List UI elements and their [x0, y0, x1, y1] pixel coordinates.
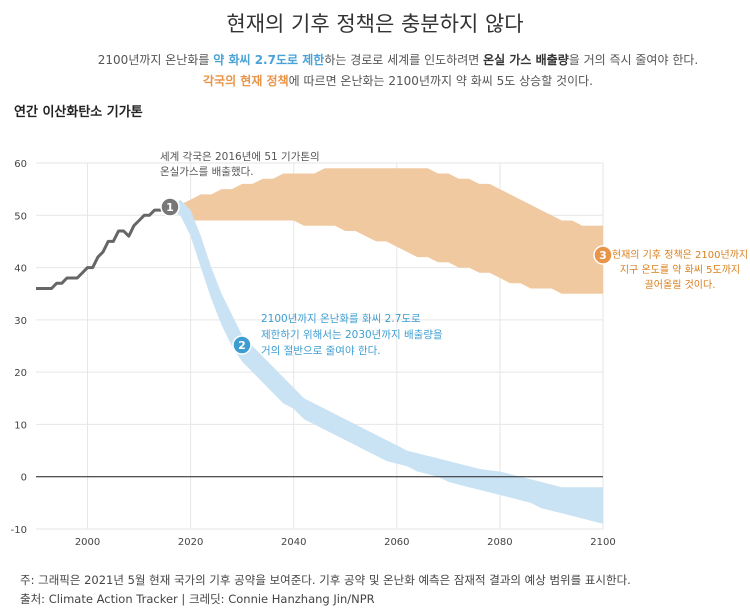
annotation-number: 2 [238, 339, 246, 352]
x-tick-label: 2060 [384, 537, 409, 548]
annotation-marker-3 [593, 245, 613, 265]
annotation-text: 2100년까지 온난화를 화씨 2.7도로 [261, 313, 421, 325]
y-tick-label: 30 [14, 316, 27, 327]
subtitle-segment: 2100년까지 온난화를 [97, 53, 214, 67]
subtitle-segment: 각국의 현재 정책 [203, 74, 289, 88]
x-tick-label: 2020 [178, 537, 203, 548]
chart-title: 연간 이산화탄소 기가톤 [14, 105, 143, 120]
page-title: 현재의 기후 정책은 충분하지 않다 [226, 12, 524, 36]
annotation-number: 3 [599, 249, 607, 262]
y-tick-label: 40 [14, 264, 27, 275]
subtitle-line-1: 2100년까지 온난화를 약 화씨 2.7도로 제한하는 경로로 세계를 인도하… [98, 53, 698, 67]
footnote: 주: 그래픽은 2021년 5월 현재 국가의 기후 공약을 보여준다. 기후 … [20, 571, 740, 609]
current-policy-band [170, 168, 603, 294]
y-tick-label: -10 [11, 525, 27, 536]
subtitle-segment: 온실 가스 배출량 [483, 53, 569, 67]
annotation-text: 온실가스를 배출했다. [160, 166, 254, 178]
x-tick-label: 2000 [75, 537, 100, 548]
annotation-text: 제한하기 위해서는 2030년까지 배출량을 [261, 328, 443, 341]
footnote-source: 출처: Climate Action Tracker | 크레딧: Connie… [20, 592, 375, 606]
annotation-text: 세계 각국은 2016년에 51 기가톤의 [160, 151, 320, 163]
subtitle-line-2: 각국의 현재 정책에 따르면 온난화는 2100년까지 약 화씨 5도 상승할 … [203, 74, 593, 88]
chart-subtitle: 2100년까지 온난화를 약 화씨 2.7도로 제한하는 경로로 세계를 인도하… [58, 50, 738, 92]
historical-emissions-line [36, 208, 170, 290]
y-tick-label: 10 [14, 420, 27, 431]
y-tick-label: 60 [14, 159, 27, 170]
footnote-note: 주: 그래픽은 2021년 5월 현재 국가의 기후 공약을 보여준다. 기후 … [20, 573, 631, 587]
y-tick-label: 0 [21, 473, 27, 484]
subtitle-segment: 하는 경로로 세계를 인도하려면 [324, 53, 484, 67]
annotation-number: 1 [166, 201, 174, 214]
y-tick-label: 20 [14, 368, 27, 379]
x-tick-label: 2080 [487, 537, 512, 548]
y-tick-label: 50 [14, 211, 27, 222]
subtitle-segment: 을 거의 즉시 줄여야 한다. [568, 53, 699, 67]
subtitle-segment: 에 따르면 온난화는 2100년까지 약 화씨 5도 상승할 것이다. [288, 74, 593, 88]
annotation-text: 지구 온도를 약 화씨 5도까지 [620, 264, 740, 276]
annotation-marker-1 [160, 197, 180, 217]
annotation-text: 현재의 기후 정책은 2100년까지 [612, 249, 748, 261]
subtitle-segment: 약 화씨 2.7도로 제한 [213, 53, 325, 67]
x-tick-label: 2100 [590, 537, 615, 548]
annotation-text: 끌어올릴 것이다. [645, 278, 716, 291]
x-tick-label: 2040 [281, 537, 306, 548]
target-band [170, 199, 603, 524]
annotation-marker-2 [232, 335, 252, 355]
annotation-text: 거의 절반으로 줄여야 한다. [261, 344, 381, 357]
